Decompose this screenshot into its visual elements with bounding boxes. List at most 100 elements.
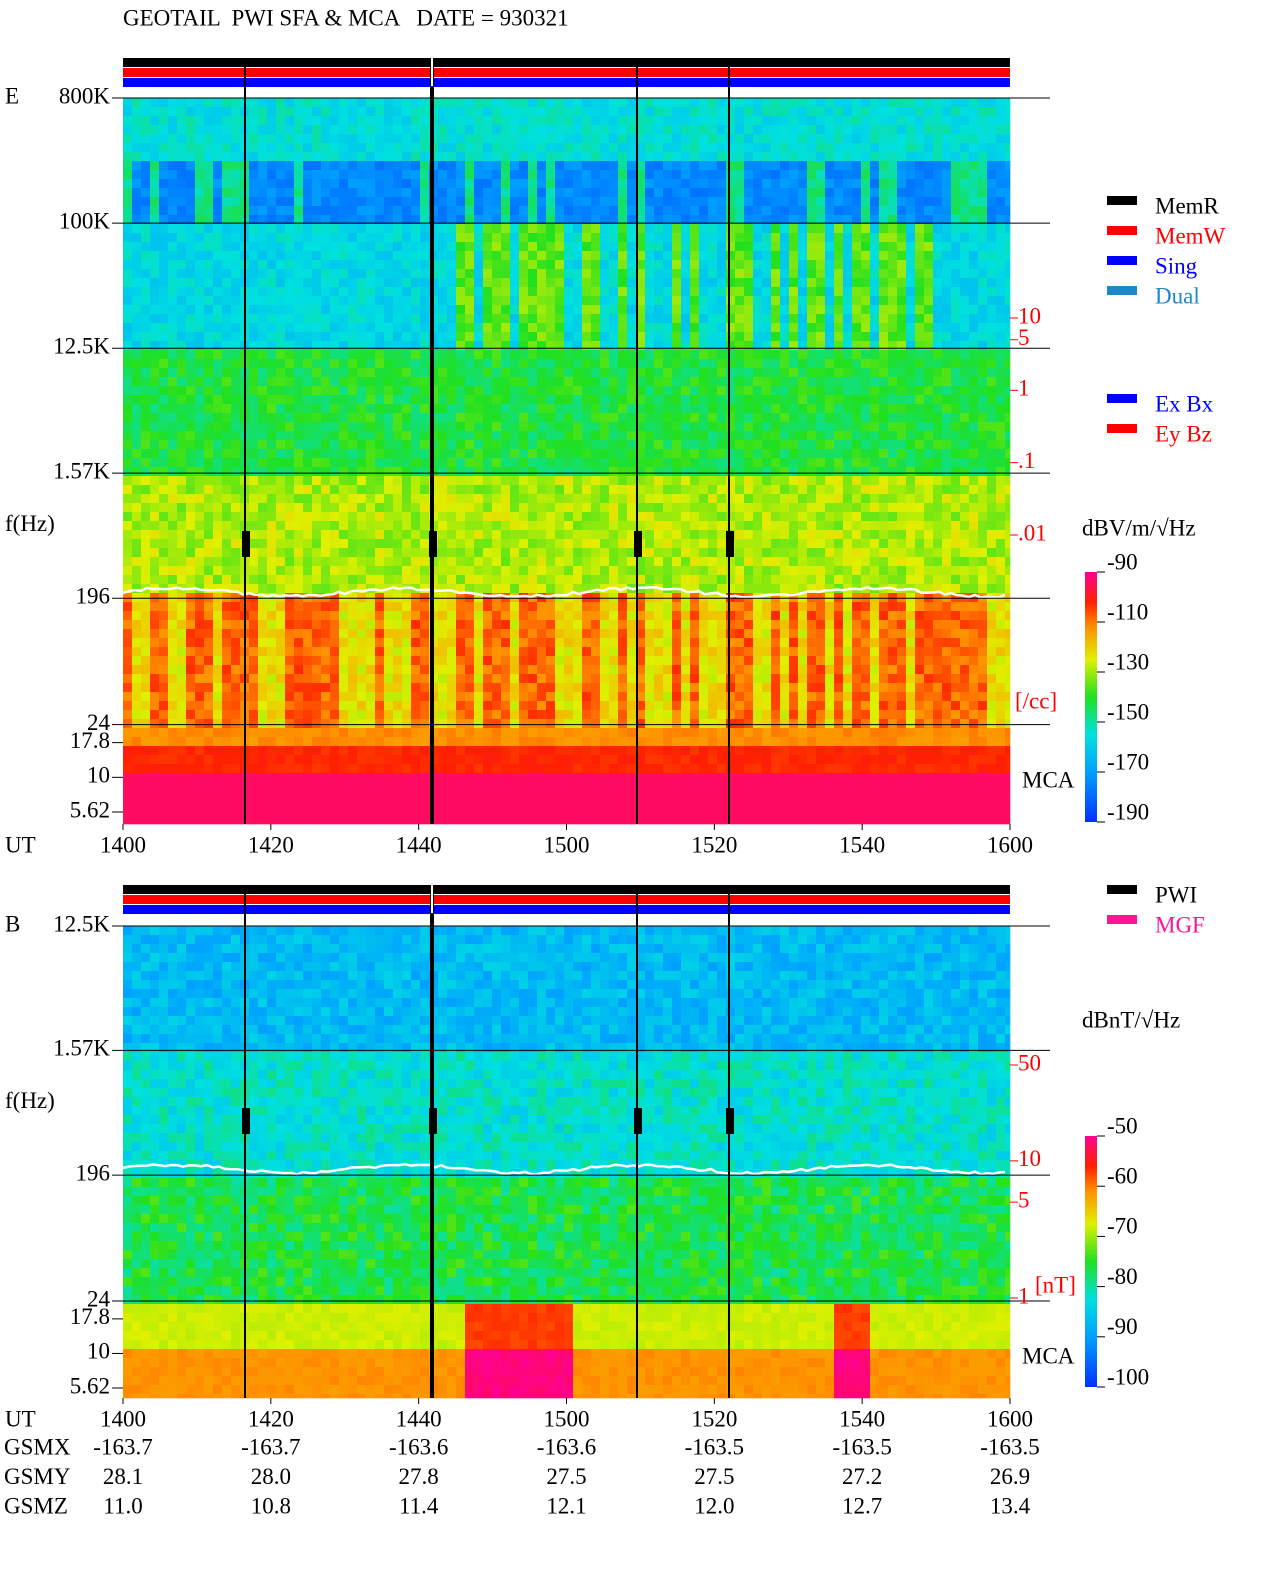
spectrogram-cell [366, 458, 376, 468]
spectrogram-cell [798, 152, 808, 162]
spectrogram-cell [357, 377, 367, 387]
spectrogram-cell [321, 224, 331, 234]
spectrogram-cell [312, 485, 322, 495]
spectrogram-cell [735, 152, 745, 162]
spectrogram-cell [753, 107, 763, 117]
spectrogram-cell [465, 458, 475, 468]
spectrogram-cell [267, 476, 277, 486]
spectrogram-cell [447, 449, 457, 459]
spectrogram-cell [231, 152, 241, 162]
spectrogram-cell [492, 98, 502, 108]
spectrogram-cell [321, 548, 331, 558]
spectrogram-cell [231, 143, 241, 153]
spectrogram-cell [681, 125, 691, 135]
spectrogram-cell [1005, 305, 1011, 315]
spectrogram-cell [465, 368, 475, 378]
spectrogram-cell [123, 350, 133, 360]
spectrogram-cell [897, 485, 907, 495]
spectrogram-cell [699, 359, 709, 369]
spectrogram-cell [987, 530, 997, 540]
spectrogram-cell [150, 107, 160, 117]
spectrogram-cell [951, 134, 961, 144]
spectrogram-cell [213, 197, 223, 207]
spectrogram-cell [492, 548, 502, 558]
spectrogram-cell [726, 242, 736, 252]
spectrogram-cell [924, 251, 934, 261]
spectrogram-cell [546, 332, 556, 342]
spectrogram-cell [510, 305, 520, 315]
spectrogram-cell [123, 422, 133, 432]
spectrogram-cell [843, 350, 853, 360]
spectrogram-cell [150, 98, 160, 108]
spectrogram-cell [717, 440, 727, 450]
spectrogram-cell [303, 152, 313, 162]
spectrogram-cell [267, 431, 277, 441]
spectrogram-cell [420, 314, 430, 324]
spectrogram-cell [978, 143, 988, 153]
spectrogram-cell [339, 314, 349, 324]
spectrogram-cell [159, 143, 169, 153]
spectrogram-cell [132, 377, 142, 387]
spectrogram-cell [771, 332, 781, 342]
spectrogram-cell [528, 260, 538, 270]
spectrogram-cell [987, 116, 997, 126]
spectrogram-cell [906, 134, 916, 144]
spectrogram-cell [672, 350, 682, 360]
spectrogram-cell [366, 359, 376, 369]
spectrogram-cell [942, 368, 952, 378]
spectrogram-cell [879, 116, 889, 126]
spectrogram-cell [132, 422, 142, 432]
spectrogram-cell [798, 242, 808, 252]
spectrogram-cell [987, 512, 997, 522]
spectrogram-cell [267, 395, 277, 405]
spectrogram-cell [402, 350, 412, 360]
spectrogram-cell [897, 287, 907, 297]
spectrogram-cell [537, 323, 547, 333]
spectrogram-cell [582, 323, 592, 333]
spectrogram-cell [762, 494, 772, 504]
spectrogram-cell [798, 143, 808, 153]
spectrogram-cell [222, 305, 232, 315]
spectrogram-cell [825, 116, 835, 126]
spectrogram-cell [951, 404, 961, 414]
spectrogram-cell [879, 440, 889, 450]
spectrogram-cell [672, 458, 682, 468]
spectrogram-cell [330, 503, 340, 513]
spectrogram-cell [582, 125, 592, 135]
spectrogram-cell [222, 332, 232, 342]
spectrogram-cell [951, 323, 961, 333]
spectrogram-cell [699, 485, 709, 495]
spectrogram-cell [690, 188, 700, 198]
spectrogram-cell [168, 296, 178, 306]
spectrogram-cell [123, 170, 133, 180]
spectrogram-cell [132, 341, 142, 351]
spectrogram-cell [906, 521, 916, 531]
spectrogram-cell [492, 350, 502, 360]
spectrogram-cell [618, 251, 628, 261]
spectrogram-cell [321, 494, 331, 504]
spectrogram-cell [447, 521, 457, 531]
spectrogram-cell [591, 386, 601, 396]
spectrogram-cell [141, 206, 151, 216]
spectrogram-cell [708, 413, 718, 423]
spectrogram-cell [861, 152, 871, 162]
spectrogram-cell [537, 206, 547, 216]
spectrogram-cell [906, 251, 916, 261]
spectrogram-cell [411, 503, 421, 513]
spectrogram-cell [420, 332, 430, 342]
spectrogram-cell [267, 134, 277, 144]
spectrogram-cell [663, 278, 673, 288]
spectrogram-cell [168, 206, 178, 216]
spectrogram-cell [312, 413, 322, 423]
spectrogram-cell [942, 161, 952, 171]
spectrogram-cell [645, 530, 655, 540]
spectrogram-cell [573, 116, 583, 126]
spectrogram-cell [609, 431, 619, 441]
spectrogram-cell [645, 404, 655, 414]
spectrogram-cell [465, 215, 475, 225]
spectrogram-cell [726, 485, 736, 495]
spectrogram-cell [249, 143, 259, 153]
spectrogram-cell [141, 539, 151, 549]
spectrogram-cell [258, 314, 268, 324]
spectrogram-cell [690, 521, 700, 531]
